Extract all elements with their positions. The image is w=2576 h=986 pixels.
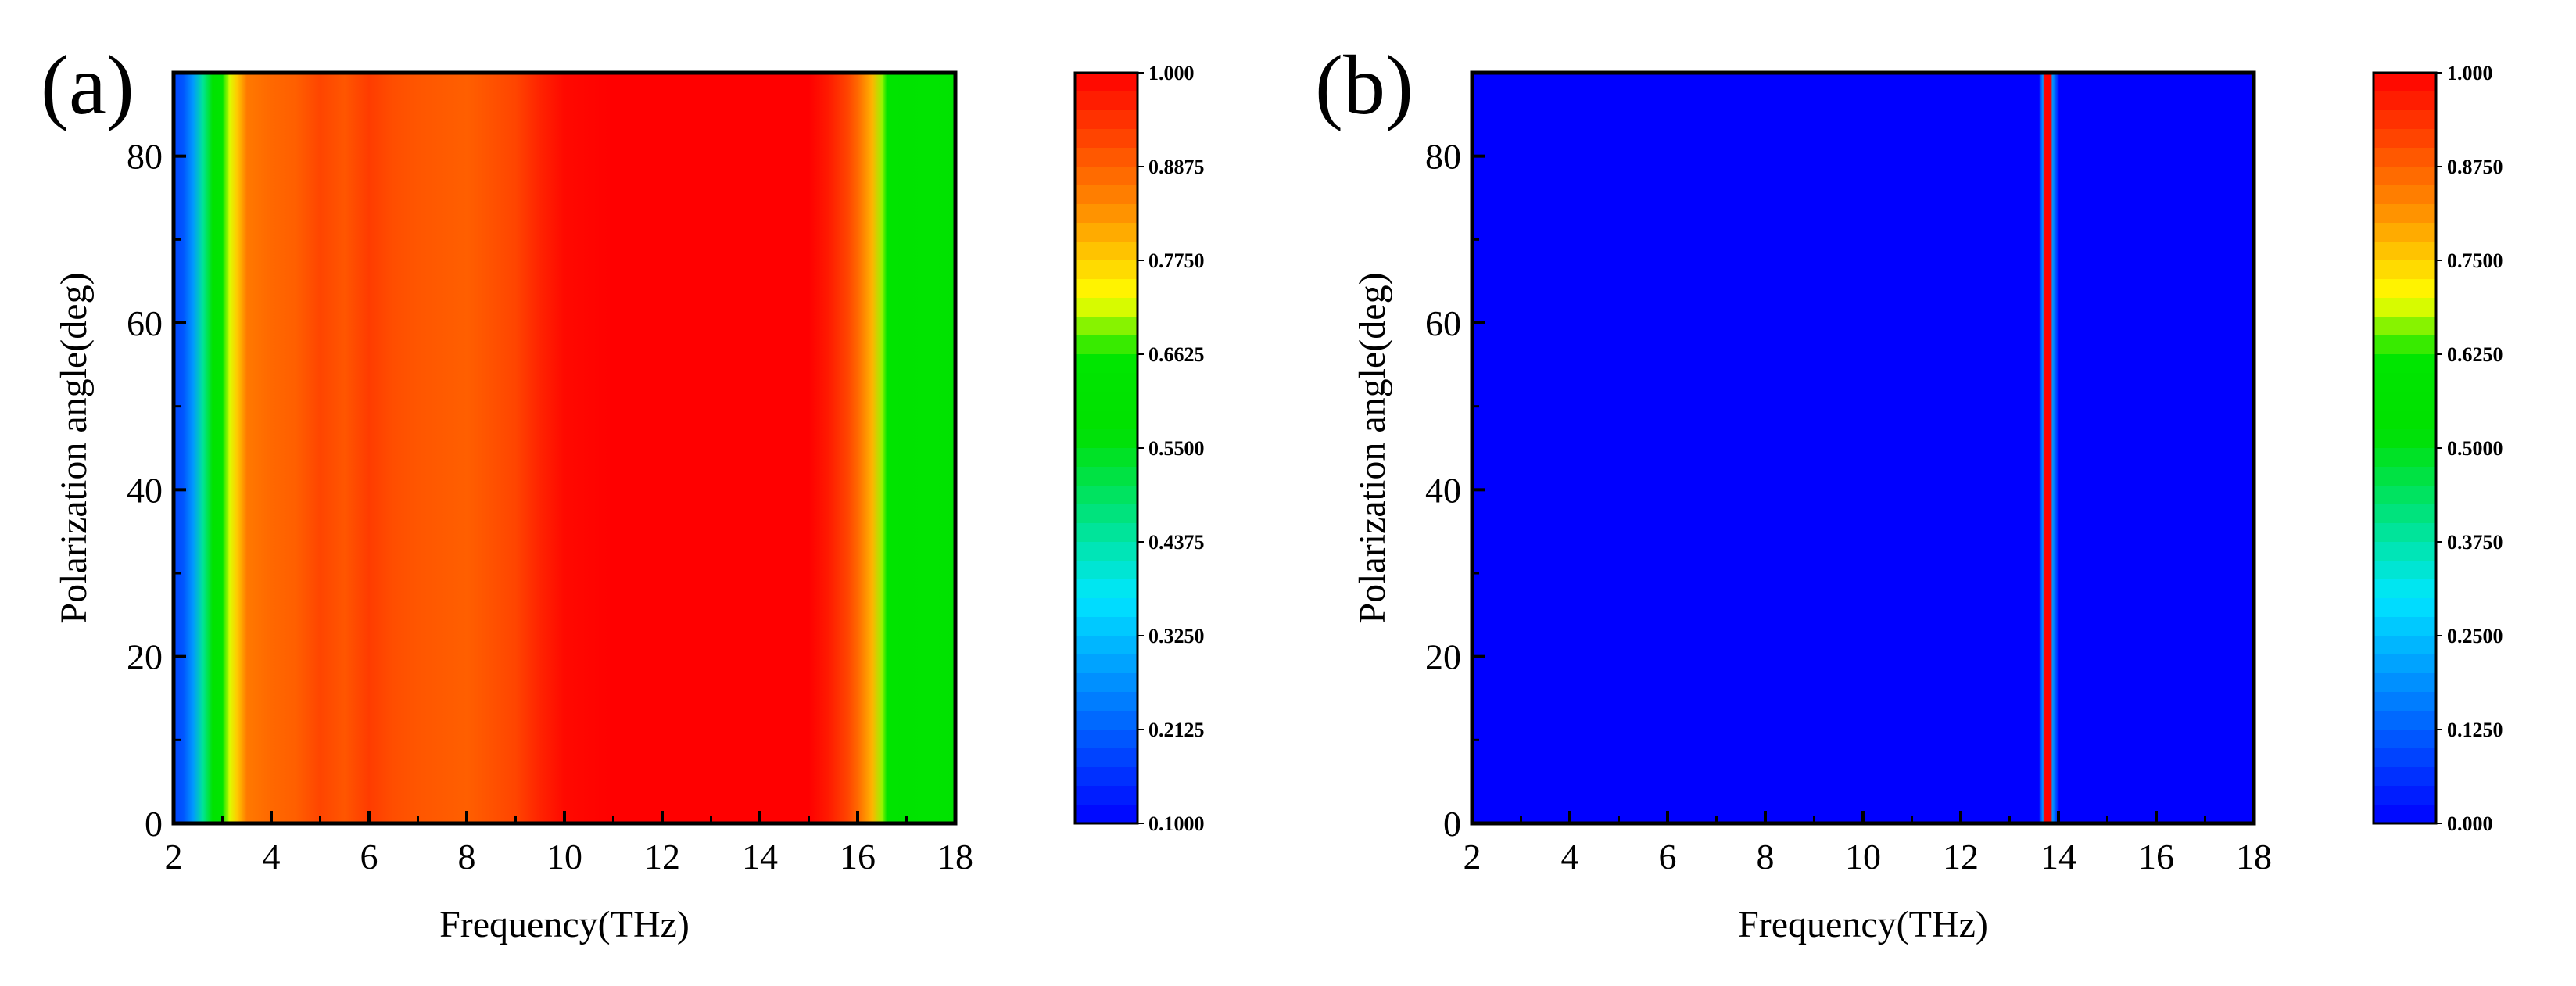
x-tick-label: 4 (263, 837, 281, 877)
y-axis-label-b: Polarization angle(deg) (1352, 272, 1393, 623)
colorbar-tick-label: 0.1250 (2447, 719, 2503, 741)
colorbar-ticks-a: 0.1000 0.2125 0.3250 0.4375 0.5500 0.6625 0.77… (1138, 62, 1205, 835)
x-tick-label: 12 (1943, 837, 1979, 877)
y-tick-label: 20 (127, 637, 163, 677)
x-tick-label: 16 (2138, 837, 2174, 877)
x-tick-label: 12 (644, 837, 680, 877)
colorbar-tick-label: 0.8875 (1148, 156, 1205, 178)
panel-label-b: (b) (1315, 39, 1413, 132)
x-tick-label: 2 (1464, 837, 1481, 877)
x-tick-label: 10 (546, 837, 582, 877)
colorbar-tick-label: 0.2500 (2447, 625, 2503, 647)
colorbar-tick-label: 0.8750 (2447, 156, 2503, 178)
x-tick-label: 6 (1659, 837, 1677, 877)
x-tick-label: 10 (1845, 837, 1881, 877)
panel-a: (a) 2 4 6 8 10 12 14 16 18 0 20 40 60 80 Frequency(T… (41, 39, 1205, 945)
colorbar-tick-label: 0.7750 (1148, 249, 1205, 272)
y-axis-ticks-a: 0 20 40 60 80 (127, 137, 186, 844)
y-tick-label: 0 (1443, 804, 1461, 844)
colorbar-tick-label: 0.5500 (1148, 437, 1205, 460)
heatmap-plot-b (1472, 73, 2254, 823)
colorbar-tick-label: 0.7500 (2447, 249, 2503, 272)
colorbar-tick-label: 0.6250 (2447, 343, 2503, 366)
x-axis-ticks-b: 2 4 6 8 10 12 14 16 18 (1464, 811, 2272, 877)
x-tick-label: 18 (2236, 837, 2272, 877)
x-axis-label-b: Frequency(THz) (1738, 904, 1988, 945)
colorbar-tick-label: 0.3250 (1148, 625, 1205, 647)
heatmap-plot-a (174, 73, 955, 823)
x-tick-label: 8 (458, 837, 476, 877)
x-tick-label: 2 (165, 837, 183, 877)
colorbar-tick-label: 1.000 (2447, 62, 2493, 84)
x-axis-ticks-a: 2 4 6 8 10 12 14 16 18 (165, 811, 973, 877)
colorbar-a (1075, 73, 1138, 823)
y-axis-ticks-b: 0 20 40 60 80 (1425, 137, 1485, 844)
colorbar-ticks-b: 0.000 0.1250 0.2500 0.3750 0.5000 0.6250 0.750… (2436, 62, 2503, 835)
x-tick-label: 14 (2040, 837, 2076, 877)
y-tick-label: 80 (1425, 137, 1461, 177)
colorbar-tick-label: 0.6625 (1148, 343, 1205, 366)
y-tick-label: 60 (1425, 303, 1461, 343)
x-axis-label-a: Frequency(THz) (439, 904, 690, 945)
colorbar-tick-label: 0.2125 (1148, 719, 1205, 741)
panel-b: (b) 2 4 6 8 10 12 14 16 18 0 20 40 60 80 Frequency(T… (1315, 39, 2503, 945)
y-tick-label: 60 (127, 303, 163, 343)
y-tick-label: 40 (1425, 470, 1461, 510)
x-tick-label: 16 (840, 837, 876, 877)
panel-label-a: (a) (41, 39, 134, 132)
x-tick-label: 18 (937, 837, 973, 877)
colorbar-tick-label: 0.1000 (1148, 812, 1205, 835)
y-tick-label: 20 (1425, 637, 1461, 677)
y-tick-label: 0 (145, 804, 163, 844)
colorbar-b (2374, 73, 2436, 823)
colorbar-tick-label: 0.3750 (2447, 531, 2503, 554)
colorbar-tick-label: 0.4375 (1148, 531, 1205, 554)
x-tick-label: 6 (360, 837, 378, 877)
colorbar-tick-label: 1.000 (1148, 62, 1195, 84)
y-tick-label: 80 (127, 137, 163, 177)
y-tick-label: 40 (127, 470, 163, 510)
x-tick-label: 14 (742, 837, 778, 877)
x-tick-label: 8 (1757, 837, 1775, 877)
x-tick-label: 4 (1561, 837, 1579, 877)
colorbar-tick-label: 0.5000 (2447, 437, 2503, 460)
y-axis-label-a: Polarization angle(deg) (53, 272, 95, 623)
colorbar-tick-label: 0.000 (2447, 812, 2493, 835)
